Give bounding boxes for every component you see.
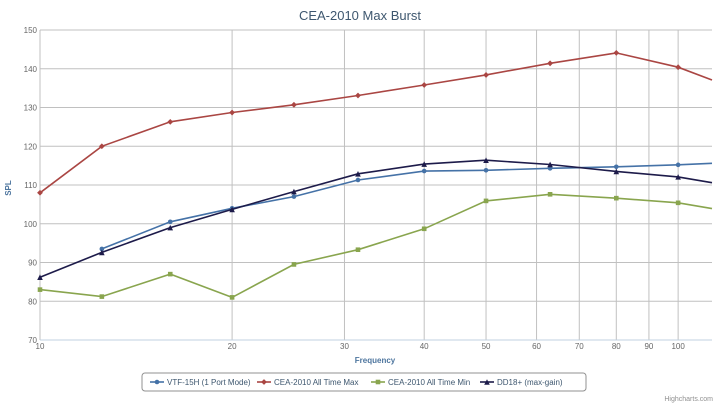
data-point[interactable] [355,177,361,183]
x-axis-title: Frequency [355,356,396,365]
data-point[interactable] [675,64,682,71]
y-tick-label: 70 [28,336,37,345]
data-point[interactable] [98,143,105,150]
data-point[interactable] [229,109,235,116]
data-point[interactable] [37,189,43,196]
data-point[interactable] [99,249,105,256]
data-point[interactable] [421,168,427,174]
series-line [39,52,713,194]
data-point[interactable] [355,170,361,177]
data-point[interactable] [291,262,297,267]
series-line [39,159,713,278]
data-point[interactable] [483,198,489,204]
axes: 10 20 30 40 50 60 70 80 90 100 70 80 90 100 110 120 130 1… [24,26,712,351]
credits-link[interactable]: Highcharts.com [664,396,713,403]
legend-label: DD18+ (max-gain) [497,378,563,387]
x-tick-label: 40 [420,342,429,351]
x-tick-label: 60 [532,342,541,351]
data-point[interactable] [37,287,43,292]
y-tick-label: 90 [28,259,37,268]
data-point[interactable] [167,271,173,277]
legend-label: CEA-2010 All Time Max [274,378,358,387]
chart-title: CEA-2010 Max Burst [299,8,421,23]
data-point[interactable] [291,101,297,108]
data-point[interactable] [483,157,489,163]
legend-label: VTF-15H (1 Port Mode) [167,378,251,387]
y-tick-label: 100 [24,220,38,229]
data-point[interactable] [421,82,428,88]
y-tick-label: 140 [24,65,38,74]
y-tick-label: 80 [28,297,37,306]
data-point[interactable] [613,195,619,201]
x-tick-label: 20 [228,342,237,351]
x-tick-label: 100 [671,342,685,351]
data-point[interactable] [613,168,620,175]
data-point[interactable] [675,200,681,206]
series-lines [37,49,713,300]
legend-item[interactable]: CEA-2010 All Time Min [371,378,470,387]
data-point[interactable] [483,72,489,78]
series-line [39,193,713,299]
data-point[interactable] [355,92,361,99]
legend-item[interactable]: VTF-15H (1 Port Mode) [150,378,251,387]
series-3 [37,192,713,300]
data-point[interactable] [37,274,43,281]
data-point[interactable] [355,247,361,253]
data-point[interactable] [99,294,105,299]
data-point[interactable] [675,174,681,180]
data-point[interactable] [167,219,173,225]
x-tick-label: 80 [612,342,621,351]
data-point[interactable] [547,161,553,168]
data-point[interactable] [613,164,619,170]
data-point[interactable] [421,226,427,232]
legend-item[interactable]: CEA-2010 All Time Max [257,378,358,387]
data-point[interactable] [229,295,235,300]
data-point[interactable] [483,167,489,173]
series-1 [99,162,713,252]
x-tick-label: 70 [575,342,584,351]
x-tick-label: 10 [36,342,45,351]
legend-box [141,372,587,392]
data-point[interactable] [291,194,297,199]
data-point[interactable] [99,246,105,252]
legend-marker[interactable] [154,379,160,385]
legend-label: CEA-2010 All Time Min [388,378,470,387]
data-point[interactable] [613,49,620,56]
data-point[interactable] [675,162,681,168]
data-point[interactable] [167,224,174,231]
y-tick-label: 120 [24,142,38,151]
legend[interactable]: VTF-15H (1 Port Mode) CEA-2010 All Time M… [141,372,587,392]
data-point[interactable] [547,60,553,67]
x-tick-label: 50 [482,342,491,351]
data-point[interactable] [421,161,427,167]
legend-marker[interactable] [484,379,490,385]
data-point[interactable] [167,118,174,125]
x-tick-label: 90 [644,342,653,351]
legend-marker[interactable] [261,379,267,385]
y-tick-label: 130 [24,104,38,113]
x-tick-label: 30 [340,342,349,351]
data-point[interactable] [229,206,235,213]
y-tick-label: 150 [24,26,38,35]
legend-item[interactable]: DD18+ (max-gain) [480,378,563,387]
data-point[interactable] [291,188,297,195]
series-4 [37,157,713,281]
series-2 [37,49,713,196]
data-point[interactable] [547,192,553,197]
legend-marker[interactable] [375,379,381,385]
y-axis-title: SPL [4,180,13,196]
y-tick-label: 110 [24,181,37,190]
